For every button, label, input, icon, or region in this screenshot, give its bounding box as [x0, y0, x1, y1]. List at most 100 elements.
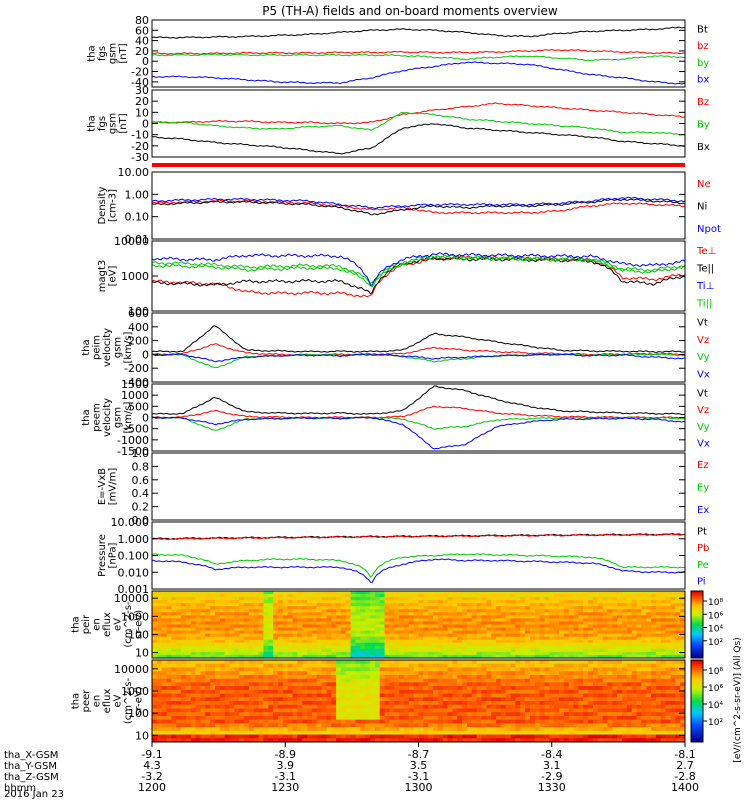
- heatmap-cell: [462, 633, 468, 638]
- heatmap-cell: [200, 636, 206, 641]
- heatmap-cell: [554, 615, 560, 619]
- heatmap-cell: [573, 618, 579, 622]
- heatmap-cell: [185, 639, 192, 644]
- heatmap-cell: [515, 636, 521, 641]
- heatmap-cell: [588, 715, 594, 721]
- heatmap-cell: [171, 654, 177, 659]
- heatmap-cell: [336, 603, 342, 607]
- heatmap-cell: [655, 738, 662, 743]
- y-tick-label: 1.00: [125, 188, 150, 201]
- heatmap-cell: [592, 693, 599, 698]
- heatmap-cell: [224, 727, 230, 732]
- series-line-Ne: [151, 199, 686, 215]
- heatmap-cell: [205, 682, 211, 687]
- heatmap-cell: [515, 693, 521, 698]
- heatmap-cell: [161, 630, 167, 635]
- heatmap-cell: [418, 704, 424, 709]
- heatmap-cell: [665, 651, 671, 656]
- heatmap-cell: [176, 648, 182, 653]
- heatmap-cell: [239, 727, 245, 732]
- heatmap-cell: [500, 723, 507, 728]
- heatmap-cell: [176, 689, 182, 694]
- heatmap-cell: [597, 678, 604, 683]
- heatmap-cell: [403, 693, 410, 698]
- heatmap-cell: [491, 609, 497, 613]
- heatmap-cell: [156, 689, 163, 694]
- heatmap-cell: [583, 633, 589, 638]
- heatmap-cell: [520, 618, 526, 622]
- heatmap-cell: [161, 600, 167, 604]
- heatmap-cell: [355, 609, 361, 613]
- heatmap-cell: [592, 645, 599, 650]
- heatmap-cell: [316, 734, 322, 739]
- heatmap-cell: [360, 689, 366, 694]
- heatmap-cell: [646, 715, 652, 721]
- heatmap-cell: [491, 704, 497, 709]
- heatmap-cell: [462, 591, 468, 595]
- heatmap-cell: [394, 738, 400, 743]
- heatmap-cell: [311, 715, 318, 721]
- heatmap-cell: [549, 697, 555, 702]
- heatmap-cell: [205, 606, 211, 610]
- heatmap-cell: [534, 708, 541, 713]
- heatmap-cell: [166, 627, 172, 631]
- heatmap-cell: [655, 627, 662, 631]
- heatmap-cell: [563, 645, 570, 650]
- heatmap-cell: [583, 645, 589, 650]
- heatmap-cell: [544, 606, 550, 610]
- heatmap-cell: [355, 633, 361, 638]
- heatmap-cell: [311, 723, 318, 728]
- heatmap-cell: [539, 660, 545, 665]
- heatmap-cell: [214, 671, 221, 676]
- heatmap-cell: [408, 682, 415, 687]
- heatmap-cell: [292, 671, 298, 676]
- heatmap-cell: [350, 594, 356, 598]
- heatmap-cell: [486, 704, 492, 709]
- heatmap-cell: [626, 704, 633, 709]
- heatmap-cell: [181, 612, 187, 616]
- heatmap-cell: [365, 597, 371, 601]
- heatmap-cell: [302, 633, 308, 638]
- heatmap-cell: [408, 636, 415, 641]
- heatmap-cell: [515, 618, 521, 622]
- heatmap-cell: [248, 727, 255, 732]
- heatmap-cell: [525, 689, 531, 694]
- heatmap-cell: [680, 639, 686, 644]
- heatmap-cell: [253, 597, 259, 601]
- heatmap-cell: [515, 671, 521, 676]
- heatmap-cell: [350, 671, 356, 676]
- heatmap-cell: [510, 639, 516, 644]
- heatmap-cell: [263, 648, 269, 653]
- heatmap-cell: [544, 693, 550, 698]
- heatmap-cell: [539, 719, 545, 724]
- heatmap-cell: [660, 606, 667, 610]
- heatmap-cell: [539, 730, 545, 735]
- heatmap-cell: [525, 591, 531, 595]
- heatmap-cell: [476, 660, 482, 665]
- heatmap-cell: [636, 621, 642, 625]
- heatmap-cell: [219, 686, 226, 691]
- heatmap-cell: [176, 597, 182, 601]
- heatmap-cell: [655, 615, 662, 619]
- heatmap-cell: [505, 678, 511, 683]
- heatmap-cell: [452, 708, 458, 713]
- heatmap-cell: [224, 693, 230, 698]
- heatmap-cell: [210, 609, 216, 613]
- heatmap-cell: [631, 674, 637, 680]
- heatmap-cell: [176, 704, 182, 709]
- heatmap-cell: [326, 612, 332, 616]
- heatmap-cell: [171, 708, 177, 713]
- heatmap-cell: [224, 648, 230, 653]
- heatmap-cell: [311, 738, 318, 743]
- heatmap-cell: [651, 712, 657, 717]
- heatmap-cell: [447, 715, 453, 721]
- heatmap-cell: [651, 697, 657, 702]
- heatmap-cell: [515, 612, 521, 616]
- heatmap-cell: [520, 621, 526, 625]
- heatmap-cell: [152, 712, 158, 717]
- heatmap-cell: [239, 630, 245, 635]
- heatmap-cell: [219, 612, 226, 616]
- heatmap-cell: [171, 636, 177, 641]
- heatmap-cell: [583, 636, 589, 641]
